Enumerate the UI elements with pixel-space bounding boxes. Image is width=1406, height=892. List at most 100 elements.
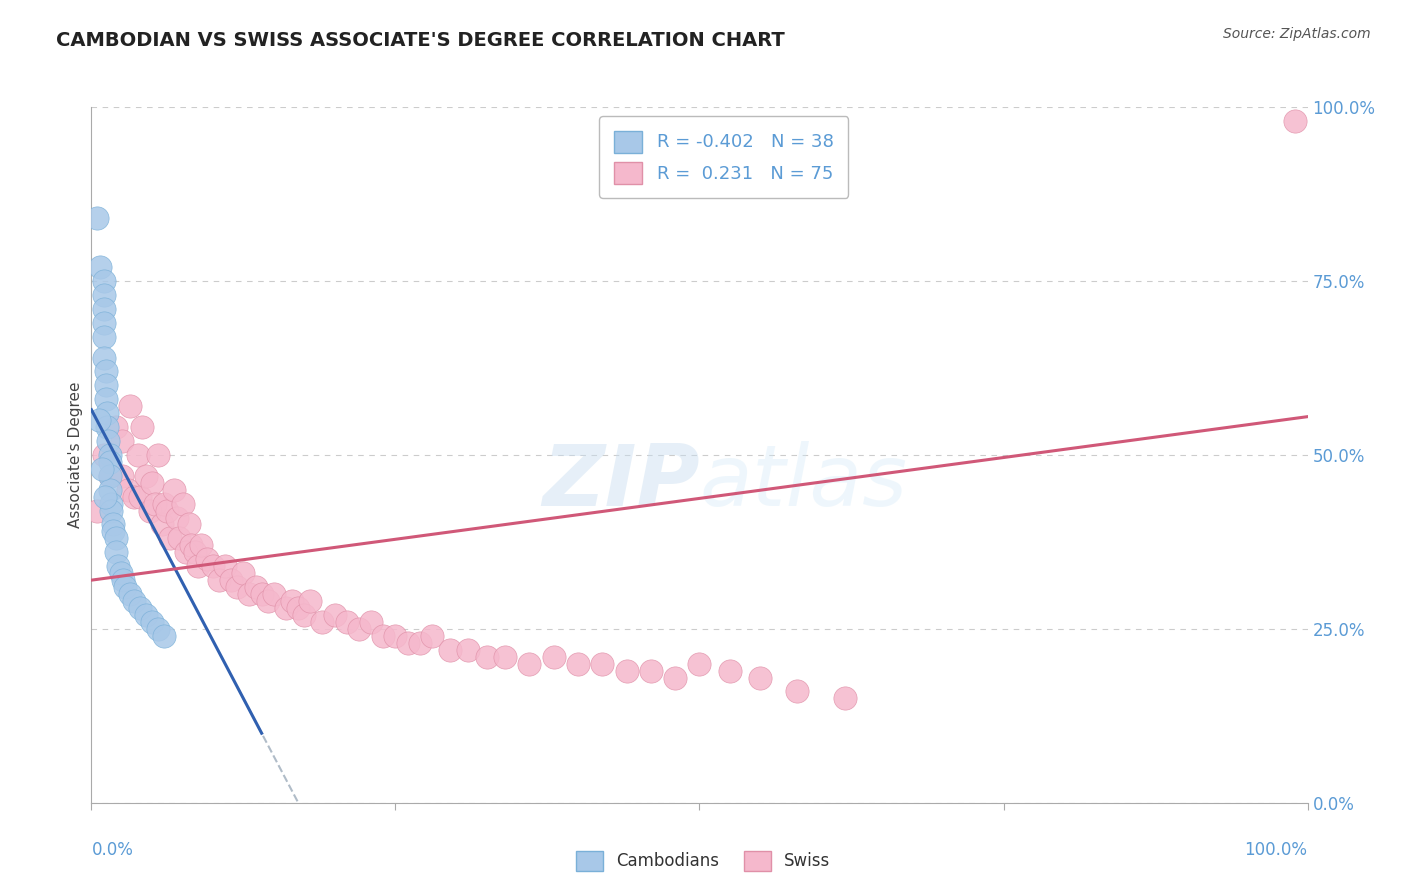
Point [153, 629, 176, 643]
Point [177, 517, 200, 532]
Point [311, 615, 333, 629]
Point [141, 475, 163, 490]
Point [688, 657, 710, 671]
Point [96, 420, 118, 434]
Point [110, 566, 132, 581]
Point [93, 329, 115, 343]
Point [166, 510, 188, 524]
Point [98, 468, 121, 483]
Point [336, 615, 359, 629]
Point [749, 671, 772, 685]
Point [135, 468, 157, 483]
Point [167, 532, 190, 546]
Point [475, 649, 498, 664]
Point [180, 538, 202, 552]
Point [148, 448, 170, 462]
Point [98, 455, 121, 469]
Text: CAMBODIAN VS SWISS ASSOCIATE'S DEGREE CORRELATION CHART: CAMBODIAN VS SWISS ASSOCIATE'S DEGREE CO… [56, 31, 785, 50]
Point [93, 316, 115, 330]
Point [195, 552, 218, 566]
Point [299, 594, 322, 608]
Point [139, 503, 162, 517]
Point [98, 468, 121, 483]
Point [143, 497, 166, 511]
Point [150, 517, 173, 532]
Point [786, 684, 808, 698]
Point [91, 462, 114, 476]
Point [256, 594, 278, 608]
Point [420, 629, 443, 643]
Point [409, 636, 432, 650]
Point [163, 483, 186, 497]
Point [156, 503, 179, 517]
Point [202, 559, 225, 574]
Point [187, 559, 209, 574]
Point [148, 622, 170, 636]
Point [114, 580, 136, 594]
Point [103, 517, 125, 532]
Point [159, 532, 181, 546]
Point [86, 503, 108, 517]
Point [111, 468, 134, 483]
Point [457, 642, 479, 657]
Point [360, 615, 382, 629]
Point [250, 587, 273, 601]
Point [384, 629, 406, 643]
Point [172, 497, 194, 511]
Point [111, 434, 134, 448]
Point [543, 649, 565, 664]
Point [347, 622, 370, 636]
Point [640, 664, 662, 678]
Point [122, 490, 145, 504]
Point [120, 587, 142, 601]
Point [131, 420, 153, 434]
Point [834, 691, 856, 706]
Point [117, 483, 139, 497]
Point [718, 664, 741, 678]
Point [94, 392, 117, 407]
Point [98, 448, 121, 462]
Point [93, 301, 115, 316]
Point [517, 657, 540, 671]
Point [238, 587, 260, 601]
Point [591, 657, 613, 671]
Point [245, 580, 267, 594]
Point [287, 601, 309, 615]
Point [219, 573, 242, 587]
Point [97, 434, 120, 448]
Legend: R = -0.402   N = 38, R =  0.231   N = 75: R = -0.402 N = 38, R = 0.231 N = 75 [599, 116, 848, 198]
Point [100, 497, 122, 511]
Point [1284, 114, 1306, 128]
Point [664, 671, 686, 685]
Point [94, 378, 117, 392]
Point [104, 545, 127, 559]
Point [129, 601, 152, 615]
Point [135, 607, 157, 622]
Point [292, 607, 315, 622]
Point [96, 406, 118, 420]
Point [232, 566, 254, 581]
Point [567, 657, 589, 671]
Point [94, 490, 117, 504]
Text: 0.0%: 0.0% [91, 841, 134, 859]
Point [373, 629, 395, 643]
Point [93, 288, 115, 302]
Point [263, 587, 285, 601]
Point [323, 607, 346, 622]
Point [104, 532, 127, 546]
Point [103, 524, 125, 539]
Point [93, 274, 115, 288]
Point [190, 538, 212, 552]
Point [104, 420, 127, 434]
Point [93, 351, 115, 365]
Point [396, 636, 419, 650]
Point [107, 559, 129, 574]
Point [208, 573, 231, 587]
Text: 100.0%: 100.0% [1244, 841, 1308, 859]
Text: Source: ZipAtlas.com: Source: ZipAtlas.com [1223, 27, 1371, 41]
Point [122, 594, 145, 608]
Point [87, 413, 110, 427]
Text: ZIP: ZIP [541, 442, 699, 524]
Point [93, 448, 115, 462]
Point [111, 573, 134, 587]
